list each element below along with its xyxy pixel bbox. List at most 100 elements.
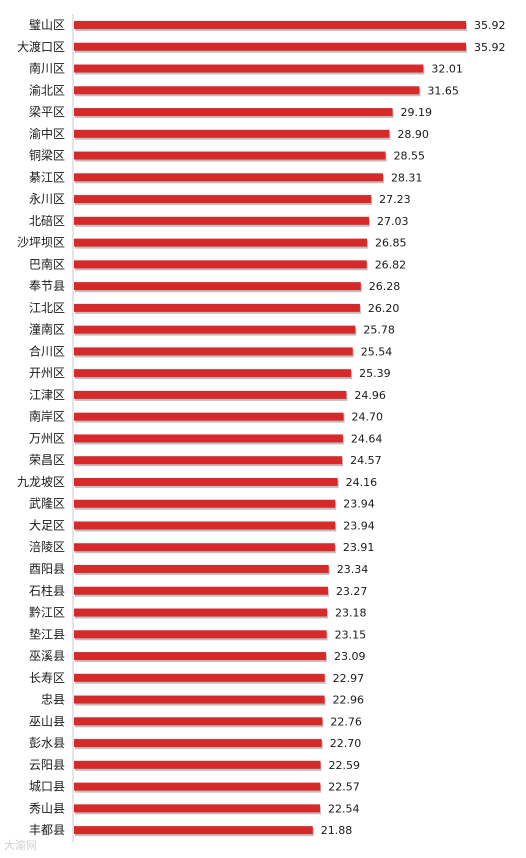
value-label: 27.23 <box>379 193 411 206</box>
value-label: 23.27 <box>336 585 368 598</box>
value-label: 31.65 <box>427 84 459 97</box>
bar <box>74 434 343 443</box>
bar <box>74 86 420 95</box>
category-label: 丰都县 <box>29 823 65 837</box>
category-label: 涪陵区 <box>29 539 65 554</box>
watermark: 大渝网 <box>4 839 37 852</box>
bar <box>74 151 386 160</box>
value-label: 28.90 <box>397 128 429 141</box>
value-label: 24.96 <box>354 389 386 402</box>
value-label: 24.64 <box>351 432 383 445</box>
bar <box>74 565 329 573</box>
bar <box>74 760 321 769</box>
value-label: 22.70 <box>330 737 362 750</box>
bar <box>74 347 353 356</box>
value-label: 26.20 <box>368 302 400 315</box>
bar <box>74 173 383 182</box>
bar <box>74 521 336 530</box>
bar <box>74 260 367 269</box>
bar <box>74 652 326 661</box>
value-label: 24.70 <box>352 411 384 424</box>
category-label: 璧山区 <box>29 17 65 32</box>
value-label: 23.94 <box>343 498 375 511</box>
bar <box>74 739 322 748</box>
category-label: 南岸区 <box>29 409 65 424</box>
bar <box>74 543 335 552</box>
bar <box>74 21 466 29</box>
bar <box>74 64 424 73</box>
category-label: 万州区 <box>29 431 65 445</box>
value-label: 23.91 <box>343 541 375 554</box>
value-label: 22.57 <box>328 781 360 794</box>
value-label: 22.97 <box>333 672 365 685</box>
bar <box>74 717 323 726</box>
bar <box>74 586 328 595</box>
category-label: 巫溪县 <box>29 649 65 663</box>
bar-group: 璧山区 35.92 大渡口区 35.92 南川区 32.01 渝北区 31.65 梁平区 29.1… <box>17 17 506 837</box>
category-label: 大足区 <box>29 518 65 532</box>
category-label: 梁平区 <box>29 104 65 119</box>
bar <box>74 195 372 204</box>
value-label: 22.76 <box>330 715 362 728</box>
value-label: 35.92 <box>474 19 506 32</box>
bar <box>74 412 344 421</box>
bar <box>74 129 390 138</box>
category-label: 江津区 <box>29 388 65 402</box>
category-label: 开州区 <box>29 366 65 380</box>
category-label: 南川区 <box>29 61 65 76</box>
category-label: 酉阳县 <box>29 562 65 576</box>
category-label: 北碚区 <box>29 213 65 228</box>
value-label: 23.18 <box>335 607 367 620</box>
category-label: 铜梁区 <box>29 148 65 163</box>
category-label: 彭水县 <box>29 736 65 750</box>
bar <box>74 282 361 291</box>
value-label: 23.94 <box>343 519 375 532</box>
value-label: 25.78 <box>363 324 395 337</box>
bar <box>74 390 347 399</box>
bar <box>74 608 327 617</box>
bar <box>74 42 466 51</box>
category-label: 江北区 <box>29 301 65 315</box>
bar <box>74 456 343 465</box>
category-label: 九龙坡区 <box>17 475 65 489</box>
value-label: 28.31 <box>391 171 423 184</box>
category-label: 合川区 <box>29 343 65 358</box>
value-label: 26.85 <box>375 237 407 250</box>
value-label: 29.19 <box>401 106 433 119</box>
bar <box>74 216 369 225</box>
value-label: 24.16 <box>346 476 378 489</box>
category-label: 黔江区 <box>29 605 65 620</box>
category-label: 忠县 <box>41 693 65 707</box>
category-label: 大渡口区 <box>17 39 65 54</box>
category-label: 长寿区 <box>29 671 65 685</box>
bar <box>74 477 338 486</box>
value-label: 25.39 <box>359 367 391 380</box>
category-label: 荣昌区 <box>29 453 65 467</box>
category-label: 武隆区 <box>29 496 65 511</box>
bar <box>74 369 352 378</box>
category-label: 渝中区 <box>29 126 65 141</box>
value-label: 23.09 <box>334 650 366 663</box>
value-label: 22.54 <box>328 802 360 815</box>
value-label: 21.88 <box>321 824 353 837</box>
category-label: 巴南区 <box>29 256 65 271</box>
bar <box>74 826 313 835</box>
bar <box>74 695 325 704</box>
value-label: 23.15 <box>335 628 367 641</box>
category-label: 云阳县 <box>29 758 65 772</box>
value-label: 26.28 <box>369 280 401 293</box>
category-label: 沙坪坝区 <box>17 236 65 250</box>
value-label: 22.59 <box>329 759 361 772</box>
category-label: 渝北区 <box>29 82 65 97</box>
value-label: 25.54 <box>361 345 393 358</box>
bar <box>74 499 336 508</box>
category-label: 城口县 <box>29 780 65 794</box>
value-label: 26.82 <box>375 258 407 271</box>
value-label: 22.96 <box>333 694 365 707</box>
value-label: 23.34 <box>337 563 369 576</box>
bar <box>74 630 327 639</box>
category-label: 垫江县 <box>29 626 65 641</box>
value-label: 28.55 <box>394 150 426 163</box>
bar <box>74 108 393 117</box>
